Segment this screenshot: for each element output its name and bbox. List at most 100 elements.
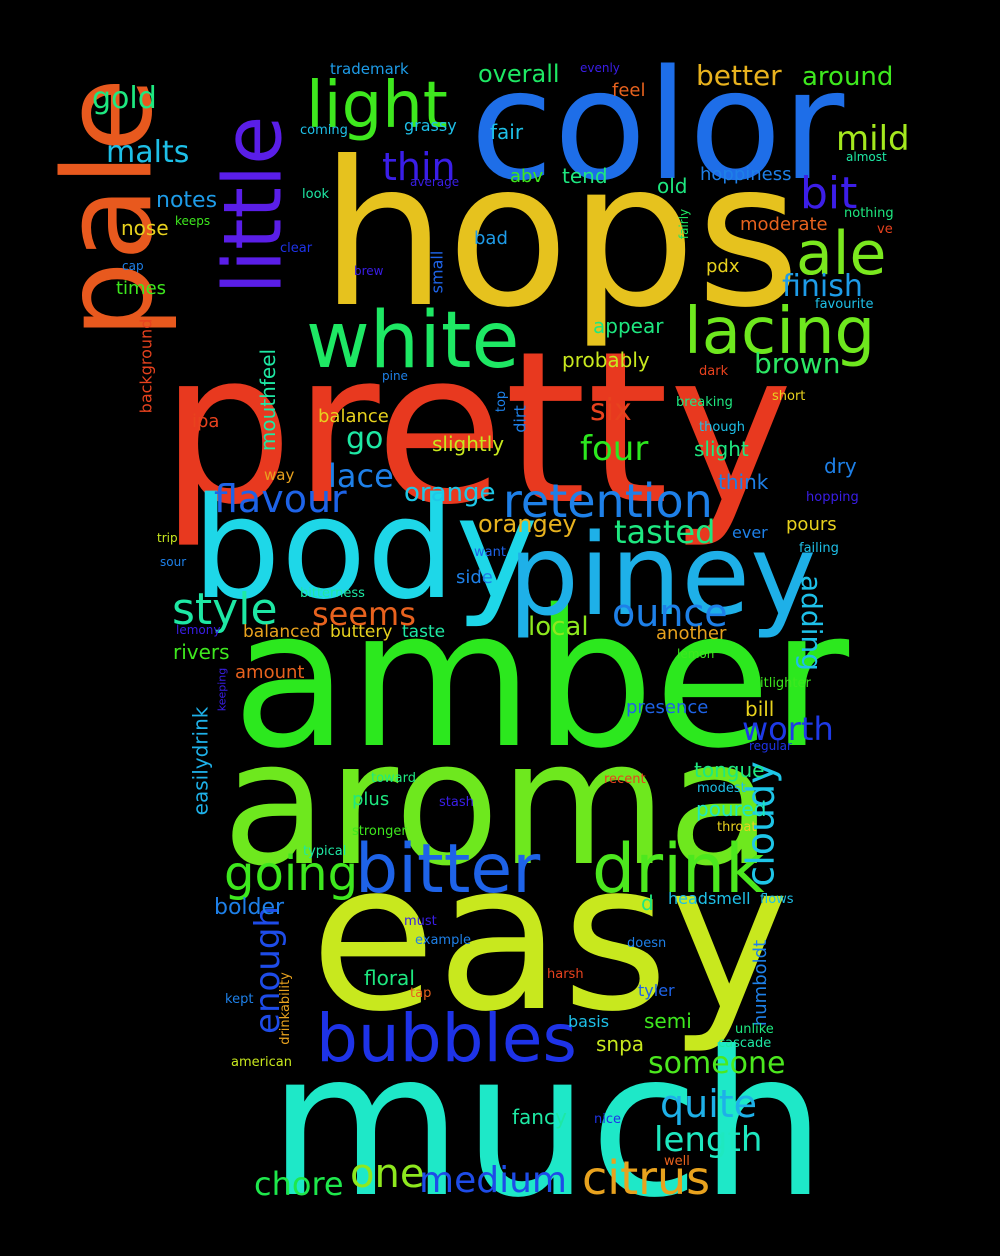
word-modest: modest (697, 781, 746, 796)
word-clear: clear (280, 241, 313, 256)
word-well: well (664, 1154, 690, 1169)
word-ve: ve (877, 222, 893, 237)
word-must: must (404, 914, 437, 929)
word-go: go (346, 421, 384, 456)
word-retention: retention (503, 474, 713, 528)
word-semi: semi (644, 1009, 692, 1033)
word-nothing: nothing (844, 206, 894, 221)
word-pale: pale (37, 77, 180, 339)
word-lemony: lemony (176, 623, 221, 637)
word-balance: balance (318, 406, 389, 427)
word-another: another (656, 623, 727, 644)
word-pretty: pretty (160, 306, 794, 551)
word-breaking: breaking (676, 395, 733, 410)
word-malts: malts (106, 135, 190, 170)
word-poured: poured (696, 797, 767, 821)
word-itlighter: itlighter (760, 676, 811, 691)
word-taste: taste (402, 622, 446, 642)
word-typical: typical (303, 844, 347, 859)
word-amber: amber (232, 569, 850, 790)
word-pdx: pdx (706, 256, 740, 277)
word-fairly: fairly (677, 208, 692, 240)
word-cap: cap (122, 259, 144, 273)
word-thin: thin (382, 145, 456, 189)
word-kept: kept (225, 992, 254, 1007)
word-style: style (172, 584, 278, 635)
word-citrus: citrus (582, 1151, 711, 1205)
word-bit: bit (800, 168, 858, 219)
word-pine: pine (382, 369, 408, 383)
word-d: d (641, 891, 654, 915)
word-trip: trip (157, 531, 178, 545)
word-moderate: moderate (740, 214, 828, 235)
word-keeping: keeping (215, 667, 229, 712)
word-background: background (136, 318, 156, 414)
word-tasted: tasted (614, 513, 716, 551)
word-recent: recent (604, 772, 646, 787)
word-balanced: balanced (243, 622, 321, 642)
word-favourite: favourite (815, 297, 874, 312)
word-length: length (654, 1120, 763, 1160)
word-local: local (528, 612, 589, 642)
word-humboldt: humboldt (750, 939, 772, 1027)
word-dry: dry (824, 454, 857, 478)
word-tend: tend (562, 164, 608, 188)
word-stash: stash (439, 795, 474, 810)
word-probably: probably (562, 348, 650, 372)
word-bolder: bolder (214, 895, 285, 920)
word-small: small (427, 250, 447, 294)
word-evenly: evenly (580, 61, 620, 75)
word-toward: toward (371, 771, 417, 786)
word-aroma: aroma (222, 703, 773, 904)
word-look: look (302, 187, 330, 202)
word-throat: throat (717, 820, 757, 835)
word-finish: finish (782, 269, 863, 304)
word-lemon: lemon (677, 647, 715, 661)
word-headsmell: headsmell (668, 889, 751, 908)
word-average: average (410, 175, 460, 189)
word-harsh: harsh (547, 967, 584, 982)
word-snpa: snpa (596, 1032, 645, 1056)
word-times: times (116, 278, 167, 299)
word-going: going (224, 846, 359, 902)
word-someone: someone (648, 1046, 786, 1081)
word-light: light (306, 69, 448, 143)
word-orange: orange (404, 478, 496, 508)
word-notes: notes (156, 188, 218, 213)
word-adding: adding (795, 574, 829, 672)
word-bad: bad (474, 228, 508, 249)
word-around: around (802, 62, 894, 92)
word-piney: piney (508, 511, 817, 641)
word-top: top (494, 390, 510, 413)
word-color: color (470, 37, 845, 214)
word-bitter: bitter (355, 830, 541, 909)
word-bill: bill (745, 697, 775, 721)
word-american: american (231, 1055, 292, 1070)
word-pours: pours (786, 514, 837, 535)
word-fair: fair (490, 120, 524, 144)
word-dark: dark (699, 364, 729, 379)
word-drink: drink (592, 830, 765, 909)
word-lace: lace (328, 457, 394, 495)
word-rivers: rivers (173, 640, 230, 664)
word-flows: flows (760, 892, 794, 907)
word-medium: medium (419, 1160, 567, 1201)
word-lacing: lacing (684, 295, 876, 369)
word-flavour: flavour (214, 477, 347, 521)
word-example: example (415, 933, 471, 948)
word-coming: coming (300, 123, 348, 138)
word-better: better (696, 59, 782, 92)
word-cascade: cascade (718, 1036, 772, 1051)
word-tyler: tyler (638, 981, 675, 1000)
word-stronger: stronger (352, 824, 407, 839)
word-tap: tap (410, 986, 432, 1001)
word-unlike: unlike (735, 1022, 774, 1037)
word-keeps: keeps (175, 214, 211, 228)
word-ipa: ipa (192, 411, 220, 432)
word-doesn: doesn (627, 936, 667, 951)
word-worth: worth (742, 710, 834, 748)
word-nice: nice (594, 1112, 621, 1127)
word-hops: hops (320, 119, 801, 352)
word-ever: ever (732, 523, 768, 542)
